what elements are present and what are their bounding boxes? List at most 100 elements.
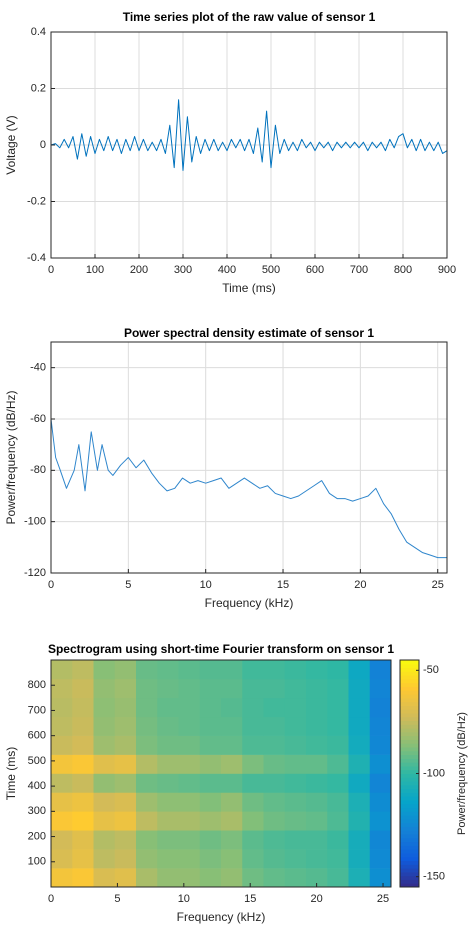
heatmap-cell [306, 660, 328, 680]
heatmap-cell [72, 678, 94, 699]
colorbar-swatch [400, 811, 419, 816]
heatmap-cell [221, 678, 243, 699]
heatmap-cell [72, 830, 94, 850]
heatmap-cell [242, 849, 264, 869]
heatmap-cell [221, 735, 243, 755]
colorbar-swatch [400, 667, 419, 672]
heatmap-cell [114, 716, 137, 736]
y-tick-label: 100 [28, 856, 46, 868]
colorbar-swatch [400, 728, 419, 733]
heatmap-cell [136, 792, 158, 812]
heatmap-cell [199, 716, 222, 736]
x-tick-label: 20 [354, 579, 366, 591]
y-tick-label: 0 [40, 139, 46, 151]
heatmap-cell [284, 792, 307, 812]
chart-title: Time series plot of the raw value of sen… [123, 10, 376, 24]
heatmap-cell [72, 754, 94, 774]
heatmap-cell [348, 773, 371, 793]
heatmap-cell [93, 868, 116, 888]
heatmap-cell [263, 830, 286, 850]
colorbar-swatch [400, 799, 419, 805]
heatmap-cell [369, 754, 392, 774]
colorbar-label: Power/frequency (dB/Hz) [456, 712, 468, 835]
heatmap-cell [93, 849, 116, 869]
x-tick-label: 300 [174, 264, 192, 276]
heatmap-cell [157, 735, 179, 755]
colorbar-swatch [400, 871, 419, 877]
colorbar-swatch [400, 716, 419, 722]
heatmap-cell [327, 830, 349, 850]
x-tick-label: 10 [178, 893, 190, 905]
heatmap-cell [348, 792, 371, 812]
x-tick-label: 0 [48, 264, 54, 276]
data-layer [50, 418, 447, 559]
x-tick-label: 0 [48, 579, 54, 591]
heatmap-cell [221, 811, 243, 831]
x-tick-label: 100 [86, 264, 104, 276]
heatmap-cell [263, 792, 286, 812]
heatmap-cell [157, 792, 179, 812]
y-tick-label: 800 [28, 679, 46, 691]
heatmap-cell [306, 849, 328, 869]
heatmap-cell [369, 735, 392, 755]
heatmap-cell [242, 735, 264, 755]
heatmap-cell [221, 754, 243, 774]
heatmap-cell [263, 716, 286, 736]
y-tick-label: 200 [28, 830, 46, 842]
heatmap-cell [221, 773, 243, 793]
heatmap-cell [93, 811, 116, 831]
heatmap-cell [284, 697, 307, 718]
chart-title: Power spectral density estimate of senso… [124, 326, 374, 340]
x-tick-label: 200 [130, 264, 148, 276]
x-tick-label: 500 [262, 264, 280, 276]
heatmap-cell [157, 849, 179, 869]
colorbar-swatch [400, 701, 419, 706]
colorbar-swatch [400, 849, 419, 854]
heatmap-cell [178, 660, 201, 680]
heatmap-cell [242, 678, 264, 699]
colorbar-swatch [400, 818, 419, 824]
heatmap-cell [157, 868, 179, 888]
heatmap-cell [369, 773, 392, 793]
colorbar-swatch [400, 758, 419, 763]
y-tick-label: -40 [30, 362, 46, 374]
heatmap-cell [369, 811, 392, 831]
x-tick-label: 15 [244, 893, 256, 905]
heatmap-cell [93, 754, 116, 774]
heatmap-cell [348, 754, 371, 774]
heatmap-cell [263, 849, 286, 869]
colorbar-swatch [400, 671, 419, 676]
heatmap-cell [242, 697, 264, 718]
colorbar-swatch [400, 868, 419, 873]
y-tick-label: -0.4 [27, 252, 46, 264]
heatmap-cell [114, 849, 137, 869]
heatmap-cell [157, 716, 179, 736]
heatmap-cell [369, 697, 392, 718]
heatmap-cell [306, 811, 328, 831]
colorbar-swatch [400, 815, 419, 820]
heatmap-cell [178, 792, 201, 812]
heatmap-cell [51, 868, 73, 888]
heatmap-cell [157, 830, 179, 850]
y-tick-label: -0.2 [27, 195, 46, 207]
heatmap-cell [136, 849, 158, 869]
colorbar-swatch [400, 807, 419, 812]
heatmap-cell [327, 773, 349, 793]
colorbar-tick-label: -150 [423, 871, 445, 883]
y-axis-label: Time (ms) [4, 747, 18, 801]
colorbar-swatch [400, 875, 419, 880]
heatmap-cell [284, 754, 307, 774]
heatmap-cell [221, 849, 243, 869]
heatmap-cell [114, 830, 137, 850]
heatmap-cell [72, 792, 94, 812]
y-tick-label: -120 [24, 567, 46, 579]
colorbar-swatch [400, 694, 419, 699]
heatmap-cell [93, 660, 116, 680]
colorbar-swatch [400, 864, 419, 869]
x-axis-label: Time (ms) [222, 281, 276, 295]
heatmap-cell [199, 792, 222, 812]
colorbar-swatch [400, 883, 419, 888]
y-tick-label: -80 [30, 464, 46, 476]
heatmap-cell [114, 735, 137, 755]
x-tick-label: 900 [438, 264, 456, 276]
